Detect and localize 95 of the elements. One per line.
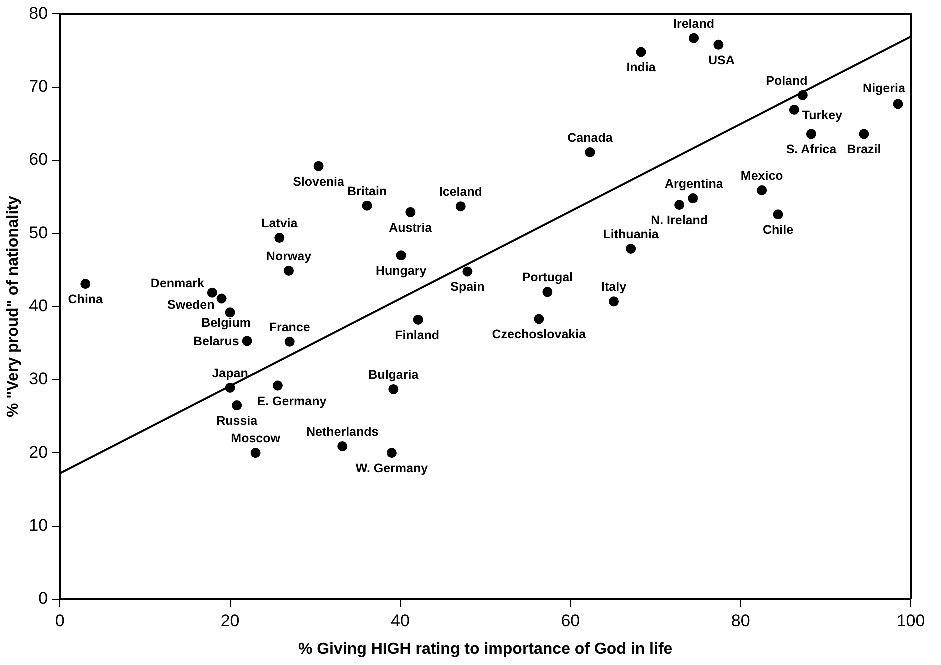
point: [806, 129, 816, 140]
annotation: W. Germany: [356, 462, 428, 476]
point: [225, 308, 236, 318]
y-tick-label: 30: [29, 370, 48, 389]
point: [542, 287, 553, 298]
annotation: Russia: [216, 414, 259, 428]
y-tick-label: 80: [29, 4, 48, 23]
annotation: Finland: [395, 328, 440, 342]
y-tick-label: 0: [38, 589, 48, 608]
point: [859, 129, 870, 140]
point: [609, 296, 620, 307]
annotation: Czechoslovakia: [492, 328, 588, 342]
annotation: China: [68, 292, 104, 307]
y-tick-label: 40: [29, 296, 48, 316]
annotation: Norway: [266, 249, 312, 264]
annotation: Bulgaria: [368, 368, 420, 382]
point: [689, 33, 700, 44]
point: [714, 40, 724, 50]
point: [773, 210, 784, 220]
annotation: Mexico: [740, 168, 784, 183]
annotation: Nigeria: [863, 82, 906, 96]
x-tick-label: 0: [55, 611, 65, 630]
annotation: Chile: [762, 223, 794, 238]
annotation: Latvia: [262, 216, 299, 230]
point: [216, 294, 227, 304]
point: [284, 336, 295, 347]
x-tick-label: 60: [561, 611, 580, 630]
y-axis-title: % "Very proud" of nationality: [5, 196, 22, 418]
annotation: Netherlands: [306, 424, 379, 439]
point: [674, 200, 685, 210]
annotation: USA: [708, 53, 735, 68]
x-tick-label: 100: [896, 611, 926, 630]
point: [225, 382, 236, 393]
point: [242, 336, 252, 346]
x-tick-label: 40: [391, 611, 410, 630]
point: [636, 47, 646, 58]
annotation: Poland: [766, 74, 808, 88]
y-tick-label: 70: [29, 77, 48, 96]
annotation: India: [626, 60, 657, 75]
y-tick-label: 60: [29, 150, 48, 170]
point: [396, 250, 406, 261]
annotation: Iceland: [439, 185, 482, 200]
point: [314, 161, 324, 172]
point: [626, 244, 636, 254]
point: [274, 233, 285, 244]
y-tick-label: 20: [29, 442, 48, 462]
annotation: Japan: [212, 366, 248, 380]
y-tick-label: 10: [29, 516, 48, 535]
x-tick-label: 20: [220, 611, 240, 630]
point: [585, 147, 596, 158]
annotation: Austria: [389, 220, 434, 235]
point: [362, 200, 372, 211]
annotation: Moscow: [231, 432, 281, 446]
annotation: Slovenia: [293, 174, 346, 189]
point: [250, 448, 261, 458]
point: [338, 442, 348, 452]
annotation: France: [269, 320, 310, 334]
annotation: S. Africa: [786, 142, 838, 157]
point: [456, 202, 466, 212]
point: [462, 266, 473, 277]
point: [893, 99, 904, 110]
annotation: Canada: [568, 130, 614, 145]
annotation: Belarus: [193, 334, 240, 349]
annotation: E. Germany: [257, 394, 327, 408]
x-tick-label: 80: [731, 611, 750, 630]
point: [688, 194, 698, 204]
x-axis-title: % Giving HIGH rating to importance of God in life: [298, 640, 673, 658]
point: [406, 207, 416, 218]
annotation: Italy: [602, 280, 627, 294]
annotation: Ireland: [674, 16, 715, 31]
point: [789, 105, 800, 116]
annotation: N. Ireland: [651, 214, 708, 228]
point: [757, 185, 768, 196]
annotation: Lithuania: [603, 227, 660, 242]
y-tick-label: 50: [29, 223, 48, 242]
point: [284, 266, 294, 276]
annotation: Britain: [347, 184, 388, 198]
annotation: Turkey: [802, 108, 843, 122]
annotation: Portugal: [522, 270, 574, 285]
annotation: Belgium: [202, 316, 251, 330]
point: [388, 384, 399, 394]
annotation: Brazil: [847, 142, 882, 157]
annotation: Sweden: [168, 298, 215, 312]
annotation: Denmark: [150, 276, 204, 290]
annotation: Spain: [450, 280, 485, 294]
point: [232, 400, 242, 411]
annotation: Hungary: [376, 264, 427, 278]
point: [534, 314, 544, 324]
point: [798, 90, 808, 100]
point: [272, 380, 283, 391]
point: [80, 279, 91, 290]
point: [207, 288, 218, 298]
point: [413, 314, 424, 325]
annotation: Argentina: [665, 176, 724, 191]
point: [386, 448, 397, 458]
